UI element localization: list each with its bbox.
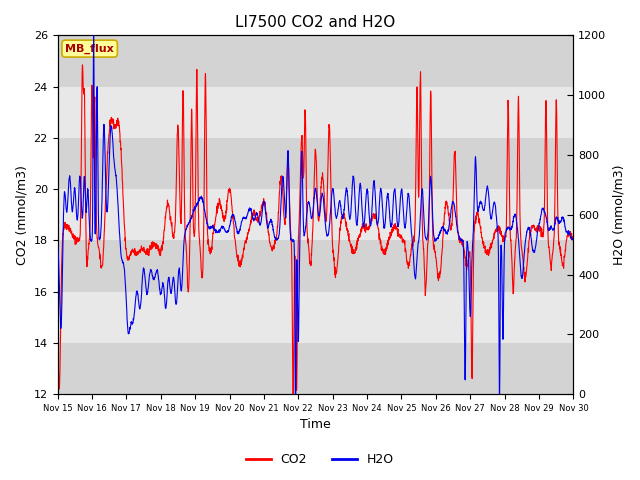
Bar bbox=[58, 343, 573, 394]
Text: MB_flux: MB_flux bbox=[65, 44, 114, 54]
Bar bbox=[58, 86, 573, 138]
Bar bbox=[58, 240, 573, 292]
Bar bbox=[58, 292, 573, 343]
Y-axis label: CO2 (mmol/m3): CO2 (mmol/m3) bbox=[15, 165, 28, 264]
Legend: CO2, H2O: CO2, H2O bbox=[241, 448, 399, 471]
X-axis label: Time: Time bbox=[300, 419, 331, 432]
Bar bbox=[58, 138, 573, 189]
Bar bbox=[58, 189, 573, 240]
Y-axis label: H2O (mmol/m3): H2O (mmol/m3) bbox=[612, 165, 625, 265]
Title: LI7500 CO2 and H2O: LI7500 CO2 and H2O bbox=[236, 15, 396, 30]
Bar bbox=[58, 36, 573, 86]
